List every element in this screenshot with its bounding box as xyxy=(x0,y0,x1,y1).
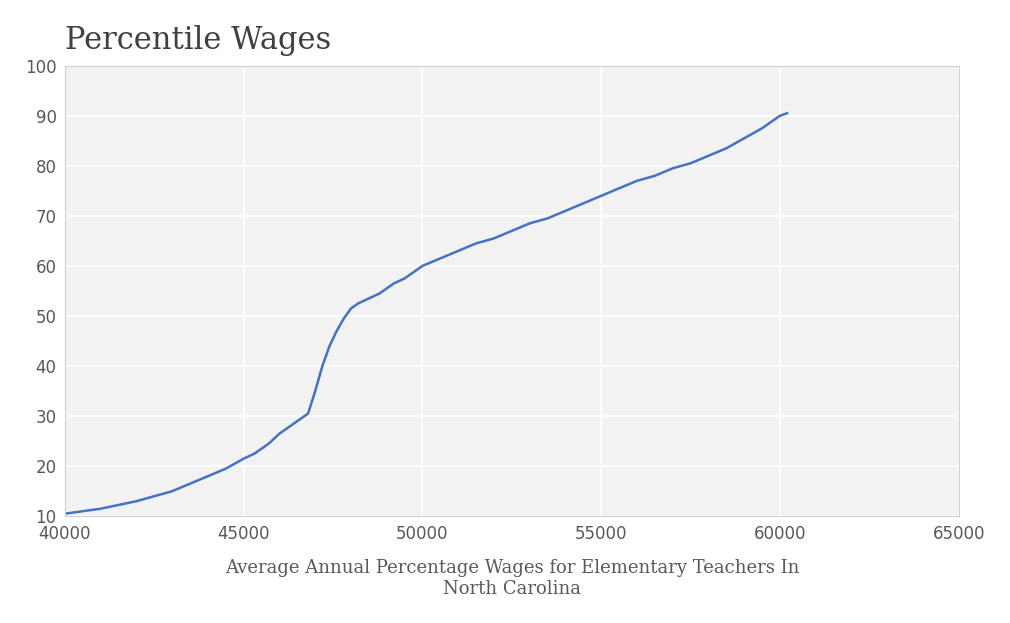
X-axis label: Average Annual Percentage Wages for Elementary Teachers In
North Carolina: Average Annual Percentage Wages for Elem… xyxy=(224,559,799,598)
Text: Percentile Wages: Percentile Wages xyxy=(65,25,331,56)
